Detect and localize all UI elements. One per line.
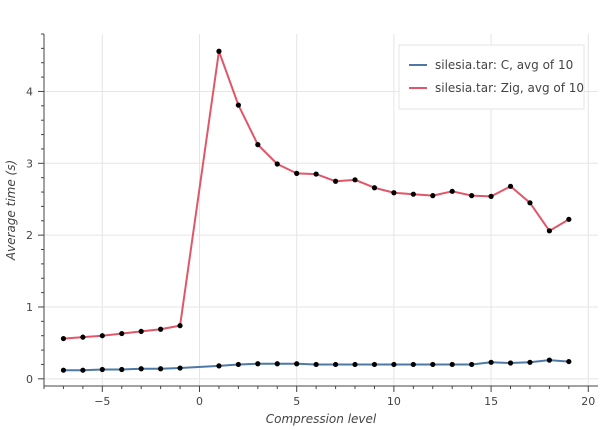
data-point xyxy=(255,142,261,148)
data-point xyxy=(488,193,494,199)
axes: −5 0 5 10 15 20 0 1 2 3 4 xyxy=(26,33,598,408)
data-point xyxy=(488,359,494,365)
data-point xyxy=(469,361,475,368)
data-point xyxy=(430,193,436,199)
data-point xyxy=(99,333,105,339)
data-point xyxy=(119,366,125,373)
data-point xyxy=(449,361,455,368)
data-point xyxy=(274,361,280,367)
data-point xyxy=(216,48,222,54)
x-tick-label: 15 xyxy=(484,395,498,408)
y-axis-title: Average time (s) xyxy=(4,160,18,261)
series-lines xyxy=(63,50,570,372)
legend-label-1: silesia.tar: C, avg of 10 xyxy=(435,58,573,72)
data-point xyxy=(469,193,475,199)
data-point xyxy=(352,177,358,183)
data-point xyxy=(410,361,416,368)
data-point xyxy=(158,326,164,332)
legend: silesia.tar: C, avg of 10 silesia.tar: Zi… xyxy=(398,44,585,110)
data-point xyxy=(527,200,533,206)
data-point xyxy=(449,188,455,194)
data-point xyxy=(391,190,397,196)
x-axis-title: Compression level xyxy=(266,412,377,426)
data-point xyxy=(410,191,416,197)
data-point xyxy=(138,328,144,335)
data-point xyxy=(119,330,125,337)
data-point xyxy=(235,102,241,108)
data-point xyxy=(177,365,183,371)
y-tick-label: 3 xyxy=(26,157,33,170)
series-points xyxy=(60,48,572,373)
data-point xyxy=(546,357,553,363)
y-tick-label: 1 xyxy=(26,301,33,314)
data-point xyxy=(566,216,572,222)
data-point xyxy=(99,366,105,373)
y-tick-label: 4 xyxy=(26,85,33,98)
series-line-1 xyxy=(63,359,569,372)
x-tick-label: −5 xyxy=(94,395,110,408)
x-tick-label: 20 xyxy=(581,395,595,408)
data-point xyxy=(507,360,514,366)
data-point xyxy=(507,183,514,189)
data-point xyxy=(158,366,164,372)
data-point xyxy=(332,178,339,184)
data-point xyxy=(546,228,553,234)
data-point xyxy=(371,361,378,368)
data-point xyxy=(177,323,183,329)
data-point xyxy=(352,361,358,368)
data-point xyxy=(138,366,144,372)
data-point xyxy=(313,171,319,177)
data-point xyxy=(60,367,67,373)
data-point xyxy=(274,161,280,167)
data-point xyxy=(80,367,86,373)
data-point xyxy=(294,170,300,176)
data-point xyxy=(255,361,261,367)
data-point xyxy=(80,334,86,340)
y-tick-label: 2 xyxy=(26,229,33,242)
data-point xyxy=(527,359,533,365)
data-point xyxy=(216,363,222,369)
data-point xyxy=(371,185,378,191)
y-tick-label: 0 xyxy=(26,373,33,386)
x-tick-label: 10 xyxy=(387,395,401,408)
data-point xyxy=(430,361,436,368)
data-point xyxy=(332,361,339,368)
x-tick-label: 5 xyxy=(293,395,300,408)
legend-label-2: silesia.tar: Zig, avg of 10 xyxy=(435,81,584,95)
series-line-2 xyxy=(63,50,570,340)
x-tick-label: 0 xyxy=(196,395,203,408)
data-point xyxy=(60,335,67,342)
data-point xyxy=(566,358,572,365)
data-point xyxy=(391,361,397,368)
legend-box xyxy=(398,44,585,110)
data-point xyxy=(313,361,319,368)
data-point xyxy=(294,361,300,367)
data-point xyxy=(235,361,241,368)
